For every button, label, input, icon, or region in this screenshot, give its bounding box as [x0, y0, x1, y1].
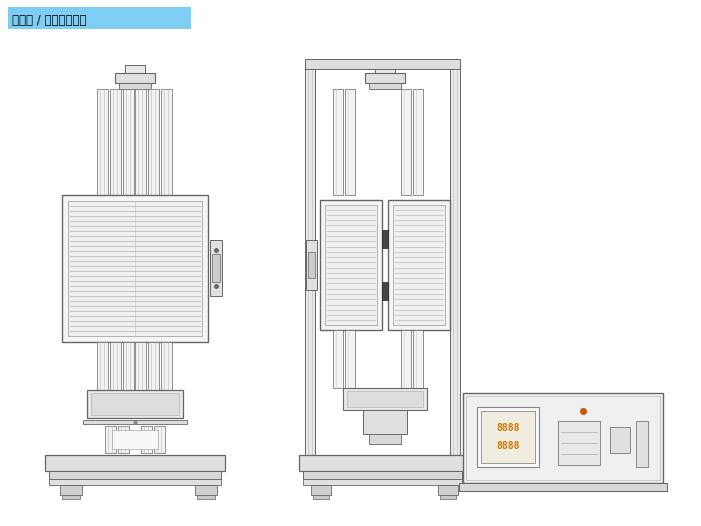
Bar [110, 342, 121, 390]
Bar [112, 430, 158, 449]
Bar [388, 200, 450, 330]
Bar [97, 89, 108, 195]
Bar [450, 65, 460, 455]
Bar [365, 73, 405, 83]
Bar [481, 411, 535, 463]
Bar [382, 282, 388, 300]
Text: 8888: 8888 [496, 423, 519, 433]
Bar [68, 201, 202, 336]
Bar [347, 391, 423, 407]
Bar [141, 426, 152, 453]
Bar [161, 89, 172, 195]
Bar [119, 83, 151, 89]
Bar [118, 426, 129, 453]
Bar [110, 89, 121, 195]
Bar [135, 89, 146, 195]
Bar [212, 254, 220, 282]
Bar [558, 421, 600, 465]
Bar [123, 89, 134, 195]
Bar [636, 421, 648, 467]
Bar [459, 483, 667, 491]
Bar [413, 89, 423, 195]
Text: 8888: 8888 [496, 441, 519, 451]
Bar [83, 420, 187, 424]
Bar [393, 205, 445, 325]
Bar [610, 427, 630, 453]
Bar [477, 407, 539, 467]
Bar [148, 342, 159, 390]
Bar [197, 495, 215, 499]
Bar [333, 330, 343, 388]
Bar [123, 342, 134, 390]
Bar [401, 89, 411, 195]
Bar [303, 471, 462, 479]
Bar [60, 485, 82, 495]
Bar [45, 455, 225, 471]
Bar [440, 495, 456, 499]
Bar [363, 410, 407, 434]
Bar [62, 195, 208, 342]
Bar [369, 434, 401, 444]
Bar [303, 479, 462, 485]
Bar [161, 342, 172, 390]
Bar [311, 485, 331, 495]
Bar [333, 89, 343, 195]
Bar [135, 342, 146, 390]
Bar [148, 89, 159, 195]
Bar [305, 59, 460, 69]
Bar [210, 240, 222, 296]
Bar [115, 73, 155, 83]
Bar [375, 65, 395, 73]
Bar [369, 83, 401, 89]
Bar [49, 479, 221, 485]
Text: 管状炉 / 縦置イメージ: 管状炉 / 縦置イメージ [12, 14, 86, 26]
Bar [305, 65, 315, 455]
Bar [299, 455, 466, 471]
Bar [154, 426, 165, 453]
Bar [401, 330, 411, 388]
Bar [345, 89, 355, 195]
Bar [87, 390, 183, 418]
Bar [325, 205, 377, 325]
Bar [62, 495, 80, 499]
Bar [320, 200, 382, 330]
Bar [463, 393, 663, 483]
Bar [438, 485, 458, 495]
Bar [105, 426, 116, 453]
Bar [125, 65, 145, 73]
Bar [343, 388, 427, 410]
Bar [466, 396, 660, 480]
Bar [195, 485, 217, 495]
Bar [345, 330, 355, 388]
Bar [8, 7, 191, 29]
Bar [413, 330, 423, 388]
Bar [97, 342, 108, 390]
Bar [382, 230, 388, 248]
Bar [308, 252, 315, 278]
Bar [306, 240, 317, 290]
Bar [313, 495, 329, 499]
Bar [91, 393, 179, 415]
Bar [49, 471, 221, 479]
